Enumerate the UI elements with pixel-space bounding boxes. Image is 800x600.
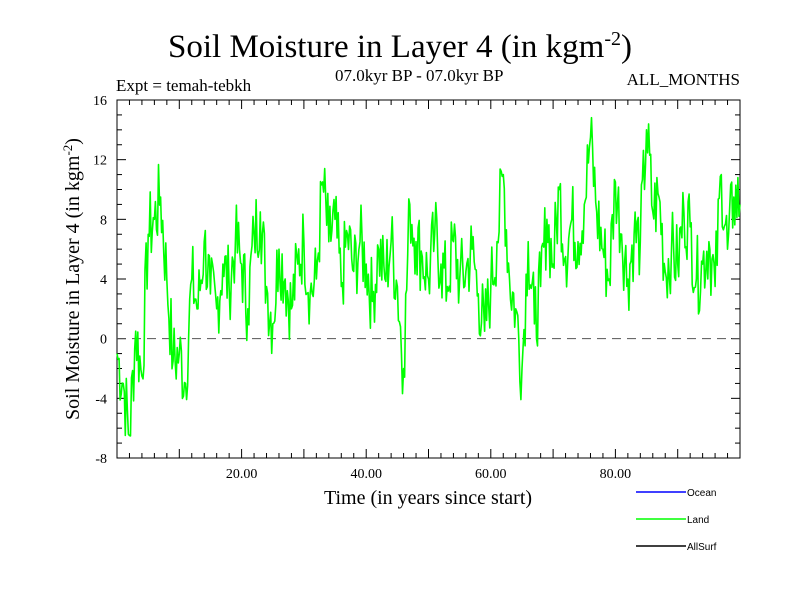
x-tick-label: 80.00: [600, 467, 632, 482]
y-tick-label: 12: [93, 154, 107, 169]
months-label: ALL_MONTHS: [626, 70, 740, 89]
legend-label-allsurf: AllSurf: [687, 542, 717, 553]
y-axis-label-main: Soil Moisture in Layer 4 (in kgm: [62, 155, 84, 420]
chart-title-main: Soil Moisture in Layer 4 (in kgm: [168, 29, 605, 65]
legend-label-land: Land: [687, 515, 709, 526]
y-tick-label: -4: [95, 392, 107, 407]
y-tick-label: 8: [100, 213, 107, 228]
y-tick-label: 16: [93, 94, 107, 109]
x-axis-tick-labels: 20.00 40.00 60.00 80.00: [226, 467, 631, 482]
x-axis-label: Time (in years since start): [324, 487, 532, 509]
y-axis-tick-labels: -8 -4 0 4 8 12 16: [93, 94, 107, 467]
series-line-land: [116, 116, 741, 437]
y-axis-label: Soil Moisture in Layer 4 (in kgm-2): [60, 138, 84, 420]
y-tick-label: 0: [100, 333, 107, 348]
x-tick-label: 20.00: [226, 467, 258, 482]
x-tick-label: 40.00: [350, 467, 382, 482]
period-label: 07.0kyr BP - 07.0kyr BP: [335, 66, 504, 85]
y-tick-label: -8: [95, 452, 107, 467]
x-tick-label: 60.00: [475, 467, 507, 482]
y-axis-label-close: ): [62, 138, 84, 145]
chart-legend: Ocean Land AllSurf: [636, 488, 717, 553]
chart-title-close: ): [620, 29, 632, 65]
chart-title: Soil Moisture in Layer 4 (in kgm-2): [0, 28, 800, 66]
experiment-label: Expt = temah-tebkh: [116, 76, 252, 95]
chart-title-superscript: -2: [604, 28, 621, 50]
y-axis-label-superscript: -2: [60, 145, 75, 156]
legend-label-ocean: Ocean: [687, 488, 716, 499]
y-tick-label: 4: [100, 273, 107, 288]
